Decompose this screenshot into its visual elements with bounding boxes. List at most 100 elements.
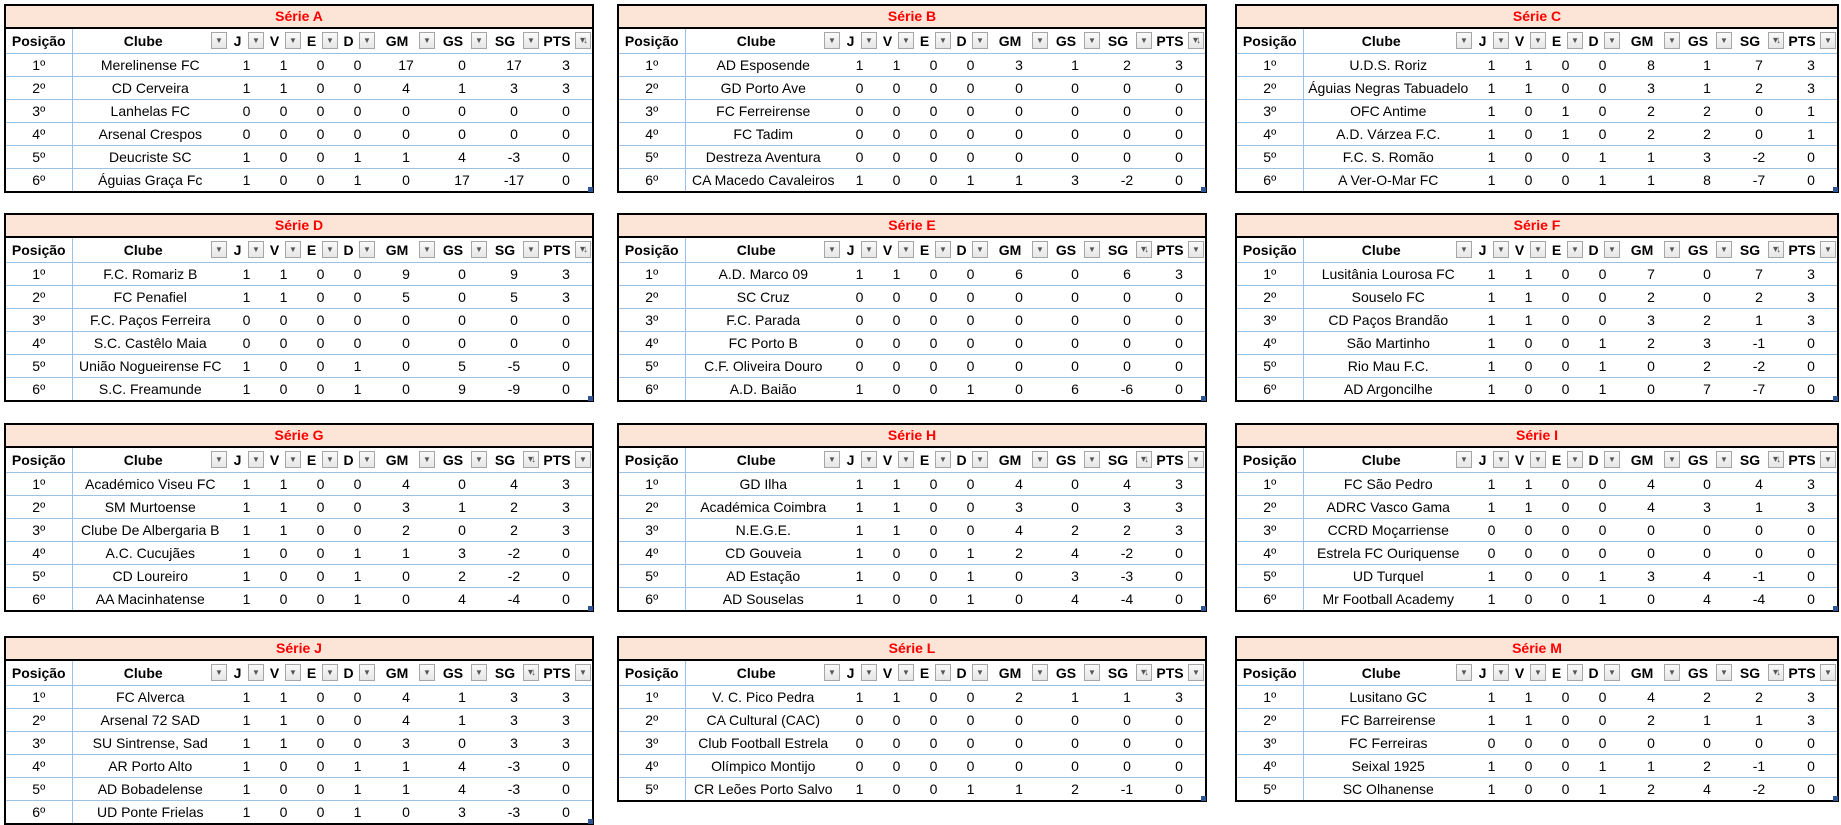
stat-cell-gm[interactable]: 0 (989, 754, 1049, 778)
stat-cell-gm[interactable]: 1 (376, 754, 436, 778)
stat-cell-sg[interactable]: -3 (1101, 564, 1153, 588)
stat-cell-d[interactable]: 0 (1584, 708, 1621, 732)
stat-cell-v[interactable]: 0 (265, 354, 302, 378)
stat-cell-pts[interactable]: 0 (1153, 285, 1205, 309)
stat-cell-pts[interactable]: 3 (540, 285, 592, 309)
club-cell[interactable]: FC Alverca (72, 685, 228, 709)
club-cell[interactable]: Águias Negras Tabuadelo (1303, 76, 1473, 100)
club-cell[interactable]: CR Leões Porto Salvo (693, 781, 833, 797)
stat-cell-e[interactable]: 0 (302, 285, 339, 309)
stat-cell-sg[interactable]: 2 (488, 518, 540, 542)
stat-cell-v[interactable]: 0 (878, 76, 915, 100)
column-header-d[interactable]: D ▼ (339, 448, 376, 473)
column-header-sg[interactable]: SG ▾↓ (1101, 448, 1153, 473)
dropdown-arrow-icon[interactable]: ▼ (1456, 664, 1472, 681)
stat-cell-v[interactable]: 1 (1510, 308, 1547, 332)
stat-cell-sg[interactable]: -5 (488, 354, 540, 378)
club-cell[interactable]: SU Sintrense, Sad (72, 731, 228, 755)
column-header-clube[interactable]: Clube ▼ (1303, 29, 1473, 54)
stat-cell-pts[interactable]: 3 (540, 731, 592, 755)
stat-cell-gs[interactable]: 1 (1681, 708, 1733, 732)
club-cell[interactable]: Académico Viseu FC (72, 472, 228, 496)
stat-cell-j[interactable]: 1 (228, 708, 265, 732)
club-cell[interactable]: A Ver-O-Mar FC (1338, 172, 1439, 188)
stat-cell-gm[interactable]: 8 (1621, 53, 1681, 77)
stat-cell-sg[interactable]: 9 (488, 262, 540, 286)
position-cell[interactable]: 1º (1237, 685, 1304, 709)
stat-cell-v[interactable]: 0 (265, 122, 302, 146)
dropdown-arrow-icon[interactable]: ▼ (359, 241, 375, 258)
stat-cell-d[interactable]: 1 (1598, 172, 1607, 188)
stat-cell-gm[interactable]: 0 (989, 99, 1049, 123)
dropdown-arrow-icon[interactable]: ▼ (1032, 241, 1048, 258)
position-cell[interactable]: 3º (1237, 308, 1304, 332)
stat-cell-j[interactable]: 0 (841, 285, 878, 309)
club-cell[interactable]: F.C. Romariz B (72, 262, 228, 286)
dropdown-arrow-icon[interactable]: ▼ (1530, 664, 1546, 681)
club-cell[interactable]: GD Ilha (685, 472, 841, 496)
dropdown-arrow-icon[interactable]: ▼ (1716, 664, 1732, 681)
dropdown-arrow-icon[interactable]: ▼ (824, 451, 840, 468)
dropdown-arrow-icon[interactable]: ▼ (575, 451, 591, 468)
club-cell[interactable]: A.D. Marco 09 (685, 262, 841, 286)
club-cell[interactable]: N.E.G.E. (685, 518, 841, 542)
stat-cell-v[interactable]: 0 (1510, 564, 1547, 588)
stat-cell-d[interactable]: 0 (952, 331, 989, 355)
stat-cell-gm[interactable]: 0 (402, 804, 410, 820)
column-header-e[interactable]: E ▼ (1547, 238, 1584, 263)
stat-cell-sg[interactable]: 2 (1733, 76, 1785, 100)
stat-cell-e[interactable]: 0 (915, 518, 952, 542)
stat-cell-sg[interactable]: 0 (1733, 541, 1785, 565)
stat-cell-pts[interactable]: 0 (1175, 381, 1183, 397)
stat-cell-v[interactable]: 1 (878, 472, 915, 496)
stat-cell-v[interactable]: 0 (878, 308, 915, 332)
position-cell[interactable]: 3º (6, 731, 73, 755)
stat-cell-v[interactable]: 1 (1510, 685, 1547, 709)
stat-cell-v[interactable]: 1 (878, 53, 915, 77)
position-cell[interactable]: 3º (1237, 518, 1304, 542)
stat-cell-pts[interactable]: 0 (562, 381, 570, 397)
stat-cell-e[interactable]: 0 (1547, 262, 1584, 286)
stat-cell-e[interactable]: 0 (915, 122, 952, 146)
dropdown-arrow-icon[interactable]: ▼ (898, 32, 914, 49)
stat-cell-gs[interactable]: 0 (1049, 76, 1101, 100)
stat-cell-pts[interactable]: 0 (1153, 731, 1205, 755)
column-header-clube[interactable]: Clube ▼ (685, 238, 841, 263)
dropdown-arrow-icon[interactable]: ▼ (285, 664, 301, 681)
stat-cell-gm[interactable]: 0 (989, 564, 1049, 588)
club-cell[interactable]: CCRD Moçarriense (1303, 518, 1473, 542)
dropdown-arrow-icon[interactable]: ▼ (471, 241, 487, 258)
stat-cell-d[interactable]: 0 (339, 495, 376, 519)
stat-cell-gs[interactable]: 0 (436, 99, 488, 123)
stat-cell-sg[interactable]: -3 (488, 777, 540, 801)
stat-cell-v[interactable]: 0 (1510, 99, 1547, 123)
position-cell[interactable]: 1º (6, 685, 73, 709)
stat-cell-gs[interactable]: 0 (1681, 518, 1733, 542)
stat-cell-j[interactable]: 1 (855, 781, 864, 797)
stat-cell-v[interactable]: 1 (265, 285, 302, 309)
position-cell[interactable]: 1º (619, 685, 686, 709)
stat-cell-gs[interactable]: 0 (1681, 731, 1733, 755)
stat-cell-gm[interactable]: 2 (989, 685, 1049, 709)
stat-cell-j[interactable]: 1 (1473, 76, 1510, 100)
position-cell[interactable]: 6º (619, 587, 686, 610)
stat-cell-j[interactable]: 1 (242, 381, 251, 397)
position-cell[interactable]: 1º (6, 53, 73, 77)
column-header-e[interactable]: E ▼ (302, 661, 339, 686)
table-resize-handle[interactable] (588, 396, 593, 401)
stat-cell-gm[interactable]: 0 (376, 99, 436, 123)
dropdown-arrow-icon[interactable]: ▼ (1530, 241, 1546, 258)
stat-cell-sg[interactable]: 17 (488, 53, 540, 77)
stat-cell-e[interactable]: 0 (915, 308, 952, 332)
stat-cell-e[interactable]: 0 (915, 685, 952, 709)
stat-cell-gm[interactable]: 0 (989, 285, 1049, 309)
stat-cell-v[interactable]: 0 (265, 777, 302, 801)
column-header-j[interactable]: J ▼ (228, 661, 265, 686)
column-header-clube[interactable]: Clube ▼ (1303, 661, 1473, 686)
column-header-v[interactable]: V ▼ (265, 448, 302, 473)
dropdown-arrow-icon[interactable]: ▼ (935, 664, 951, 681)
dropdown-arrow-icon[interactable]: ▼ (322, 241, 338, 258)
column-header-sg[interactable]: SG ▼ (1101, 29, 1153, 54)
position-cell[interactable]: 5º (6, 777, 73, 801)
stat-cell-e[interactable]: 0 (1561, 781, 1570, 797)
